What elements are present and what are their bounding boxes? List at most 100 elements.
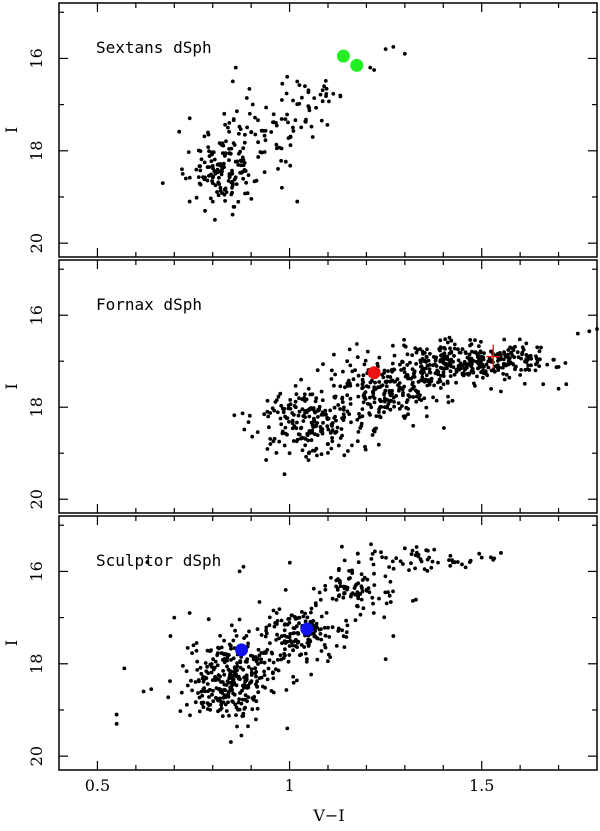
- data-point: [473, 350, 478, 354]
- data-point: [224, 139, 228, 144]
- data-point: [219, 172, 224, 177]
- data-point: [210, 199, 215, 204]
- data-point: [208, 196, 213, 201]
- data-point: [274, 638, 278, 642]
- data-point: [372, 396, 377, 401]
- data-point: [208, 687, 212, 692]
- data-point: [274, 451, 279, 455]
- data-point: [202, 134, 207, 139]
- data-point: [283, 117, 288, 121]
- data-point: [319, 413, 324, 417]
- data-point: [190, 651, 195, 655]
- data-point: [227, 129, 232, 134]
- data-point: [414, 597, 418, 602]
- data-point: [311, 586, 316, 591]
- data-point: [411, 599, 415, 603]
- data-point: [212, 157, 217, 162]
- data-point: [520, 350, 525, 355]
- data-point: [243, 705, 248, 710]
- data-point: [481, 375, 485, 380]
- data-point: [387, 565, 391, 569]
- data-point: [320, 429, 324, 434]
- data-point: [332, 395, 337, 399]
- data-point: [230, 79, 235, 84]
- data-point: [297, 396, 301, 401]
- data-point: [236, 700, 241, 705]
- data-point: [309, 124, 314, 129]
- data-point: [218, 707, 223, 712]
- data-point: [501, 357, 506, 362]
- data-point: [316, 415, 320, 419]
- data-point: [419, 364, 423, 369]
- data-point: [341, 418, 346, 422]
- data-point: [267, 658, 272, 662]
- data-point: [200, 693, 205, 698]
- data-point: [418, 393, 422, 398]
- data-point: [336, 443, 341, 448]
- data-point: [340, 628, 344, 633]
- data-point: [219, 699, 223, 704]
- data-point: [534, 362, 538, 367]
- highlight-marker: [336, 49, 350, 63]
- data-point: [234, 683, 239, 688]
- data-point: [291, 439, 296, 443]
- data-point: [233, 159, 238, 164]
- data-point: [519, 368, 523, 372]
- data-point: [216, 673, 221, 677]
- data-point: [373, 549, 377, 554]
- data-point: [206, 130, 210, 135]
- data-point: [432, 383, 436, 388]
- data-point: [329, 575, 333, 580]
- data-point: [189, 678, 193, 683]
- data-point: [460, 562, 464, 567]
- data-point: [259, 633, 264, 637]
- data-point: [420, 375, 425, 380]
- data-point: [471, 370, 476, 374]
- data-point: [283, 647, 287, 652]
- data-point: [479, 339, 483, 344]
- data-point: [276, 394, 281, 399]
- data-point: [285, 74, 290, 79]
- data-point: [518, 373, 523, 377]
- data-point: [231, 691, 236, 696]
- data-point: [416, 554, 421, 559]
- data-point: [346, 449, 350, 453]
- data-point: [282, 623, 287, 627]
- data-point: [362, 362, 367, 367]
- data-point: [286, 617, 291, 621]
- data-point: [506, 359, 511, 364]
- data-point: [306, 386, 311, 391]
- data-point: [271, 608, 276, 613]
- data-point: [317, 627, 322, 632]
- data-point: [341, 634, 346, 639]
- data-point: [595, 327, 599, 331]
- data-point: [428, 370, 433, 375]
- data-point: [525, 354, 530, 358]
- data-point: [424, 373, 429, 378]
- data-point: [231, 117, 236, 121]
- data-point: [250, 707, 255, 712]
- data-point: [378, 399, 383, 404]
- data-point: [254, 659, 259, 664]
- data-point: [286, 403, 291, 408]
- data-point: [199, 157, 204, 162]
- data-point: [385, 374, 390, 379]
- data-point: [391, 566, 396, 571]
- data-point: [438, 338, 443, 343]
- data-point: [233, 65, 238, 70]
- data-point: [436, 372, 440, 377]
- data-point: [525, 367, 530, 371]
- data-point: [265, 677, 270, 682]
- data-point: [515, 350, 520, 355]
- data-point: [386, 369, 390, 373]
- data-point: [211, 688, 215, 693]
- data-point: [383, 574, 388, 579]
- data-point: [317, 404, 322, 409]
- data-point: [268, 442, 273, 446]
- data-point: [429, 565, 434, 570]
- data-point: [452, 342, 457, 347]
- data-point: [314, 446, 319, 451]
- data-point: [319, 389, 324, 394]
- data-point: [315, 453, 319, 458]
- data-point: [370, 433, 375, 437]
